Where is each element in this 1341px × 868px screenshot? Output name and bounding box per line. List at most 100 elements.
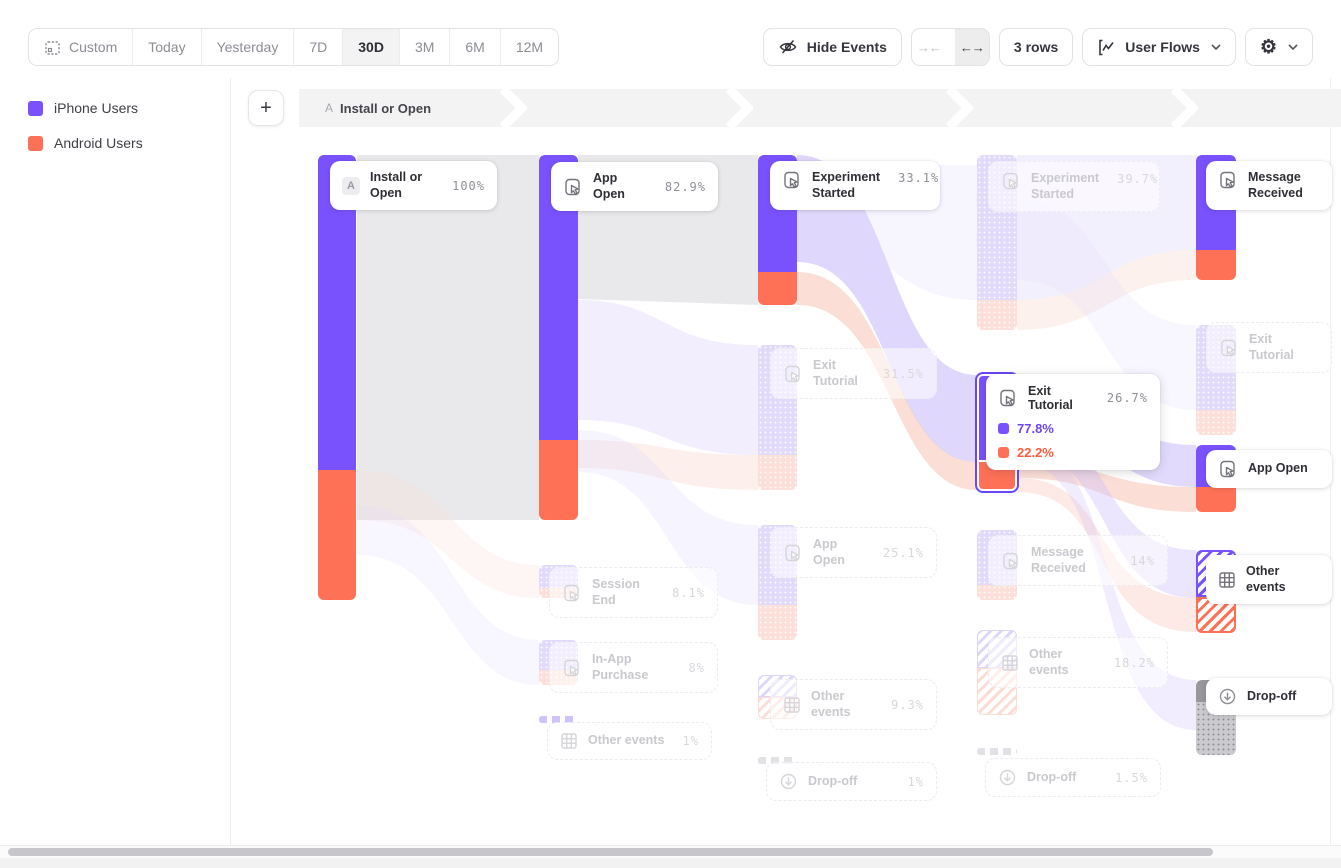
hide-events-button[interactable]: Hide Events	[762, 28, 902, 66]
node-bar-messagereceived-col4-orange[interactable]	[977, 585, 1017, 600]
event-icon	[1000, 389, 1015, 407]
legend-swatch-purple	[28, 100, 43, 116]
date-range-custom[interactable]: Custom	[29, 29, 134, 65]
node-bar-dropoff-col3[interactable]	[758, 757, 797, 764]
chevron-separator-icon	[945, 89, 973, 127]
node-tooltip-exit-tutorial[interactable]: Exit Tutorial 26.7% 77.8% 22.2%	[986, 374, 1160, 470]
node-pct: 31.5%	[882, 366, 924, 381]
node-bar-appopen-orange[interactable]	[539, 440, 578, 520]
node-name: Exit Tutorial	[1028, 384, 1073, 412]
node-name: Other events	[1029, 647, 1069, 677]
date-range-custom-label: Custom	[69, 39, 118, 55]
node-bar-messagereceived-col5-orange[interactable]	[1196, 250, 1236, 280]
node-card-in-app-purchase[interactable]: In-App Purchase 8%	[549, 642, 718, 694]
expand-icon: ←→	[959, 39, 985, 55]
date-range-yesterday[interactable]: Yesterday	[202, 29, 295, 65]
chevron-separator-icon	[499, 89, 527, 127]
settings-dropdown[interactable]: ⚙	[1244, 28, 1313, 66]
node-bar-appopen-col5-orange[interactable]	[1196, 487, 1236, 512]
node-pct: 9.3%	[891, 697, 924, 712]
breadcrumb: A Install or Open	[325, 101, 431, 116]
link-install-to-appopen[interactable]	[357, 155, 539, 520]
rows-button[interactable]: 3 rows	[998, 28, 1074, 66]
node-name: In-App Purchase	[592, 652, 649, 682]
node-bar-appopen-col3-orange[interactable]	[758, 605, 797, 640]
event-icon	[1221, 339, 1236, 356]
node-pct: 8.1%	[672, 585, 705, 600]
expand-columns-button[interactable]: ←→	[954, 29, 989, 65]
grid-icon	[1219, 571, 1235, 588]
node-bar-exittutorial-col3-orange[interactable]	[758, 455, 797, 490]
rows-label: 3 rows	[1013, 39, 1059, 55]
grid-icon	[561, 733, 577, 749]
calendar-icon	[45, 40, 60, 55]
node-card-other-events-col4[interactable]: Other events 18.2%	[988, 637, 1168, 689]
legend-item-android-users[interactable]: Android Users	[28, 135, 143, 151]
date-range-30d[interactable]: 30D	[343, 29, 400, 65]
view-type-dropdown[interactable]: User Flows	[1082, 28, 1236, 66]
node-pct: 82.9%	[664, 179, 706, 194]
node-name: Exit Tutorial	[813, 358, 858, 388]
drop-off-icon	[999, 769, 1016, 786]
collapse-columns-button[interactable]: →←	[912, 29, 946, 65]
node-bar-otherevents-col2[interactable]	[539, 716, 578, 723]
date-range-3m[interactable]: 3M	[400, 29, 451, 65]
node-card-message-received-col5[interactable]: Message Received	[1206, 161, 1332, 211]
date-range-today[interactable]: Today	[133, 29, 202, 65]
date-range-7d[interactable]: 7D	[294, 29, 344, 65]
add-step-button[interactable]: +	[248, 90, 284, 126]
node-bar-experiment-orange[interactable]	[758, 272, 797, 305]
node-card-exit-tutorial-col3[interactable]: Exit Tutorial 31.5%	[770, 348, 937, 400]
node-pct: 1%	[907, 774, 924, 789]
node-pct: 26.7%	[1106, 391, 1148, 405]
node-name: Session End	[592, 577, 640, 607]
node-card-install-or-open[interactable]: A Install or Open 100%	[330, 161, 497, 211]
node-name: Experiment Started	[1031, 171, 1100, 201]
collapse-icon: →←	[916, 39, 942, 55]
eye-off-icon	[779, 40, 797, 54]
node-card-other-events-col2[interactable]: Other events 1%	[547, 722, 712, 760]
legend-label: Android Users	[54, 135, 143, 151]
event-icon	[784, 171, 799, 189]
node-pct: 100%	[452, 178, 485, 193]
chevron-down-icon	[1211, 43, 1221, 50]
step-prefix: A	[325, 101, 334, 115]
panel-divider	[230, 78, 231, 845]
node-bar-exittutorial-col5-orange[interactable]	[1196, 410, 1236, 435]
legend-item-iphone-users[interactable]: iPhone Users	[28, 100, 138, 116]
node-card-app-open-col5[interactable]: App Open	[1206, 450, 1332, 488]
event-icon	[1003, 172, 1018, 190]
node-card-experiment-started[interactable]: Experiment Started 33.1%	[770, 161, 940, 211]
breakdown-row-android: 22.2%	[998, 445, 1148, 460]
node-card-exit-tutorial-col5[interactable]: Exit Tutorial	[1206, 322, 1332, 374]
node-card-app-open[interactable]: App Open 82.9%	[551, 162, 718, 212]
node-card-session-end[interactable]: Session End 8.1%	[549, 567, 718, 619]
legend-label: iPhone Users	[54, 100, 139, 116]
date-range-12m[interactable]: 12M	[515, 39, 544, 55]
horizontal-scrollbar-thumb[interactable]	[8, 848, 1213, 856]
node-card-drop-off-col5[interactable]: Drop-off	[1206, 678, 1332, 715]
legend-swatch-orange	[28, 135, 43, 151]
node-card-drop-off-col4[interactable]: Drop-off 1.5%	[985, 758, 1161, 797]
chevron-separator-icon	[725, 89, 753, 127]
node-card-other-events-col5[interactable]: Other events	[1206, 555, 1332, 605]
step-breadcrumb-bar[interactable]: A Install or Open	[299, 89, 1341, 127]
view-type-label: User Flows	[1125, 39, 1200, 55]
date-range-6m[interactable]: 6M	[450, 29, 501, 65]
node-bar-experiment-col4-orange[interactable]	[977, 300, 1017, 330]
node-name: App Open	[593, 171, 625, 201]
event-icon	[565, 178, 580, 195]
node-card-app-open-col3[interactable]: App Open 25.1%	[770, 527, 937, 579]
node-card-experiment-started-col4[interactable]: Experiment Started 39.7%	[988, 161, 1160, 213]
node-card-other-events-col3[interactable]: Other events 9.3%	[770, 679, 937, 731]
event-icon	[1220, 460, 1235, 478]
node-bar-install-or-open-orange[interactable]	[318, 470, 356, 600]
event-icon	[564, 584, 579, 601]
grid-icon	[1002, 654, 1018, 671]
node-card-drop-off-col3[interactable]: Drop-off 1%	[766, 762, 937, 801]
node-pct: 1%	[682, 734, 699, 748]
node-card-message-received-col4[interactable]: Message Received 14%	[988, 535, 1168, 587]
node-name: Other events	[588, 733, 665, 748]
node-bar-dropoff-col4[interactable]	[977, 748, 1017, 755]
node-pct: 18.2%	[1113, 655, 1155, 670]
